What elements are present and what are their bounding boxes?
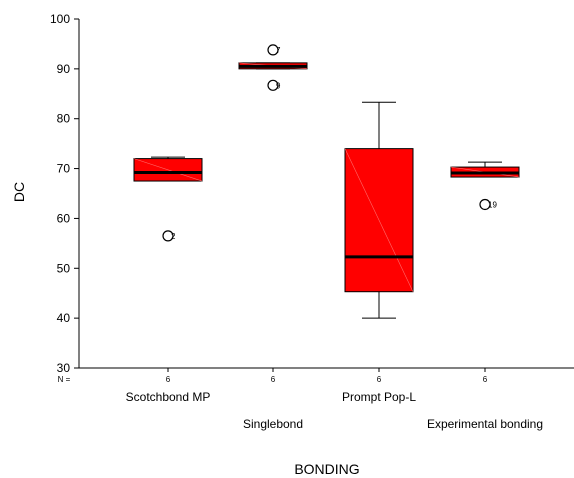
y-tick-label: 80 (57, 112, 71, 126)
outlier-label: 19 (488, 200, 497, 209)
x-axis-title: BONDING (294, 461, 359, 477)
n-count-label: 6 (166, 375, 171, 384)
n-count-label: 6 (377, 375, 382, 384)
y-tick-label: 30 (57, 361, 71, 375)
box-2: 7 9 6 Singlebond (238, 44, 308, 431)
box-shading (344, 148, 414, 292)
n-count-label: 6 (483, 375, 488, 384)
outlier-marker (267, 79, 279, 91)
outlier-label: 9 (276, 81, 281, 90)
box-4: 19 6 Experimental bonding (427, 161, 543, 431)
y-tick-label: 60 (57, 211, 71, 225)
y-tick-label: 100 (50, 12, 70, 26)
y-tick-label: 50 (57, 261, 71, 275)
n-count-label: 6 (271, 375, 276, 384)
category-label: Prompt Pop-L (342, 390, 416, 404)
category-label: Scotchbond MP (126, 390, 211, 404)
outlier-marker (267, 44, 279, 56)
box-shading (133, 158, 203, 182)
outlier-marker (479, 198, 491, 211)
category-label: Singlebond (243, 417, 303, 431)
y-tick-label: 70 (57, 162, 71, 176)
box-1: 2 6 Scotchbond MP (126, 156, 211, 404)
y-axis-title: DC (11, 182, 27, 202)
outlier-label: 2 (171, 232, 176, 241)
n-label: N = (58, 375, 71, 384)
outlier-marker (162, 230, 174, 242)
y-tick-label: 90 (57, 62, 71, 76)
box-3: 6 Prompt Pop-L (342, 101, 416, 404)
category-label: Experimental bonding (427, 417, 543, 431)
y-tick-label: 40 (57, 311, 71, 325)
outlier-label: 7 (276, 46, 281, 55)
